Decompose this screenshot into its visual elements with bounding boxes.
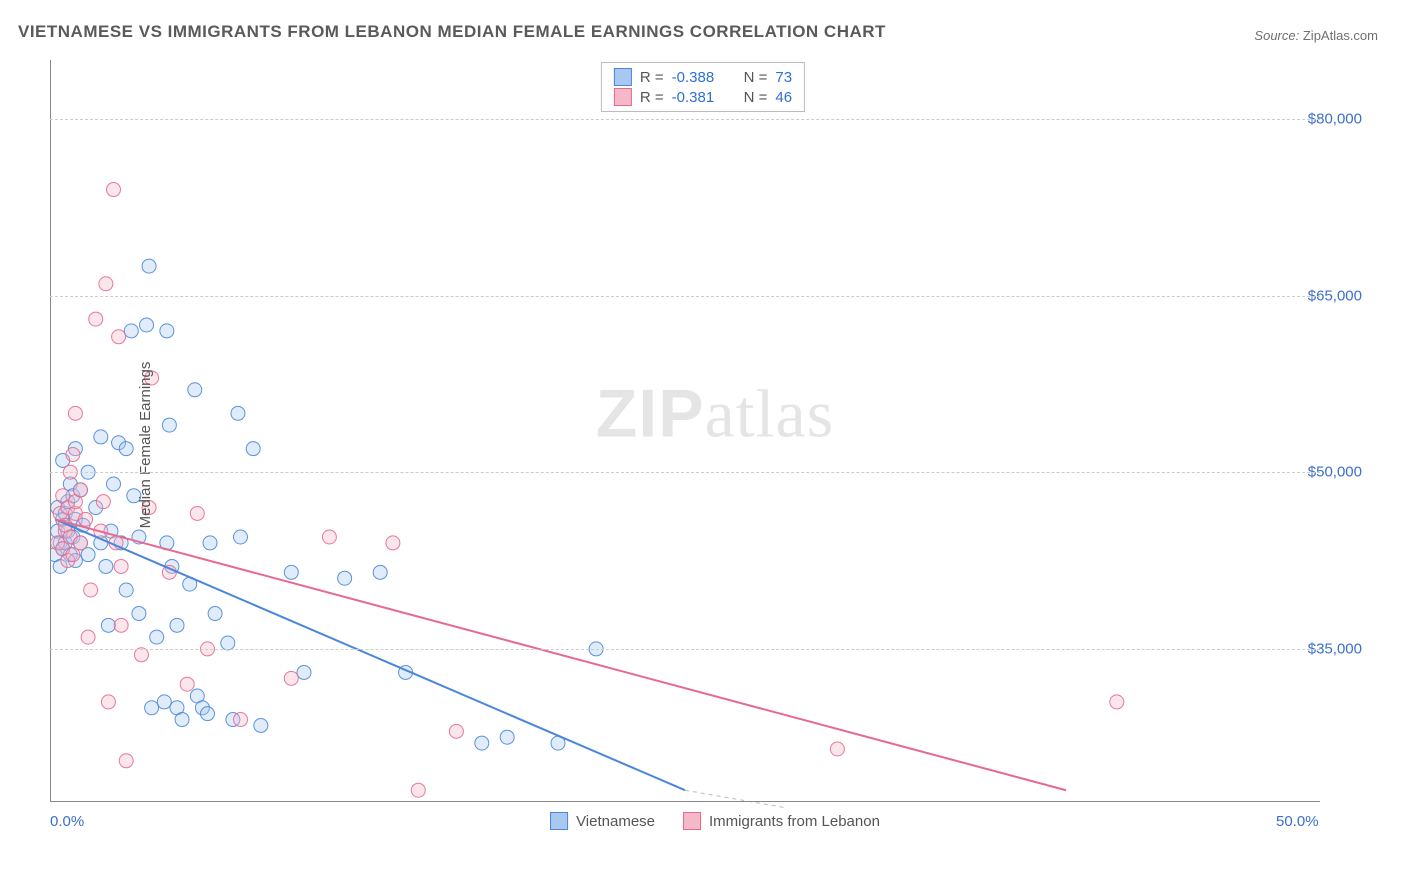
stats-swatch-vietnamese <box>614 68 632 86</box>
data-point <box>190 506 204 520</box>
data-point <box>411 783 425 797</box>
data-point <box>162 418 176 432</box>
data-point <box>114 559 128 573</box>
r-label: R = <box>640 69 664 86</box>
x-tick-label: 50.0% <box>1276 813 1319 830</box>
data-point <box>180 677 194 691</box>
data-point <box>119 442 133 456</box>
data-point <box>81 630 95 644</box>
r-label: R = <box>640 89 664 106</box>
data-point <box>830 742 844 756</box>
data-point <box>79 512 93 526</box>
data-point <box>94 430 108 444</box>
y-axis-label: Median Female Earnings <box>137 362 154 529</box>
data-point <box>284 671 298 685</box>
data-point <box>338 571 352 585</box>
data-point <box>449 724 463 738</box>
legend-item-lebanon: Immigrants from Lebanon <box>683 812 880 830</box>
data-point <box>234 530 248 544</box>
data-point <box>73 483 87 497</box>
stats-row-vietnamese: R = -0.388 N = 73 <box>614 67 792 87</box>
data-point <box>231 406 245 420</box>
data-point <box>160 324 174 338</box>
data-point <box>68 406 82 420</box>
data-point <box>322 530 336 544</box>
chart-title: VIETNAMESE VS IMMIGRANTS FROM LEBANON ME… <box>18 22 886 42</box>
data-point <box>119 754 133 768</box>
trend-line-extension <box>685 790 787 808</box>
data-point <box>1110 695 1124 709</box>
data-point <box>254 718 268 732</box>
data-point <box>500 730 514 744</box>
gridline <box>50 472 1320 473</box>
data-point <box>134 648 148 662</box>
data-point <box>101 695 115 709</box>
r-value-vietnamese: -0.388 <box>672 69 730 86</box>
data-point <box>107 183 121 197</box>
legend-swatch-lebanon <box>683 812 701 830</box>
data-point <box>112 330 126 344</box>
x-axis-line <box>50 801 1320 802</box>
data-point <box>84 583 98 597</box>
gridline <box>50 296 1320 297</box>
source-attribution: Source: ZipAtlas.com <box>1254 28 1378 43</box>
source-name: ZipAtlas.com <box>1303 28 1378 43</box>
data-point <box>246 442 260 456</box>
data-point <box>101 618 115 632</box>
data-point <box>132 607 146 621</box>
stats-legend: R = -0.388 N = 73 R = -0.381 N = 46 <box>601 62 805 112</box>
data-point <box>297 665 311 679</box>
series-legend: Vietnamese Immigrants from Lebanon <box>550 812 880 830</box>
data-point <box>124 324 138 338</box>
data-point <box>157 695 171 709</box>
data-point <box>170 618 184 632</box>
data-point <box>140 318 154 332</box>
data-point <box>142 259 156 273</box>
data-point <box>175 713 189 727</box>
chart-plot-area: Median Female Earnings ZIPatlas $35,000$… <box>50 60 1380 830</box>
data-point <box>475 736 489 750</box>
stats-row-lebanon: R = -0.381 N = 46 <box>614 87 792 107</box>
data-point <box>114 618 128 632</box>
legend-item-vietnamese: Vietnamese <box>550 812 655 830</box>
data-point <box>89 312 103 326</box>
data-point <box>119 583 133 597</box>
chart-svg <box>50 60 1380 830</box>
data-point <box>188 383 202 397</box>
n-value-vietnamese: 73 <box>775 69 792 86</box>
data-point <box>208 607 222 621</box>
data-point <box>107 477 121 491</box>
data-point <box>386 536 400 550</box>
y-axis-line <box>50 60 51 802</box>
legend-label-lebanon: Immigrants from Lebanon <box>709 813 880 830</box>
gridline <box>50 119 1320 120</box>
data-point <box>234 713 248 727</box>
data-point <box>99 277 113 291</box>
data-point <box>203 536 217 550</box>
n-label: N = <box>744 69 768 86</box>
n-value-lebanon: 46 <box>775 89 792 106</box>
stats-swatch-lebanon <box>614 88 632 106</box>
data-point <box>96 495 110 509</box>
trend-line <box>55 519 685 790</box>
data-point <box>66 448 80 462</box>
legend-swatch-vietnamese <box>550 812 568 830</box>
x-tick-label: 0.0% <box>50 813 84 830</box>
data-point <box>73 536 87 550</box>
data-point <box>373 565 387 579</box>
n-label: N = <box>744 89 768 106</box>
source-prefix: Source: <box>1254 28 1299 43</box>
data-point <box>145 701 159 715</box>
gridline <box>50 649 1320 650</box>
data-point <box>284 565 298 579</box>
legend-label-vietnamese: Vietnamese <box>576 813 655 830</box>
r-value-lebanon: -0.381 <box>672 89 730 106</box>
data-point <box>200 707 214 721</box>
data-point <box>150 630 164 644</box>
data-point <box>99 559 113 573</box>
